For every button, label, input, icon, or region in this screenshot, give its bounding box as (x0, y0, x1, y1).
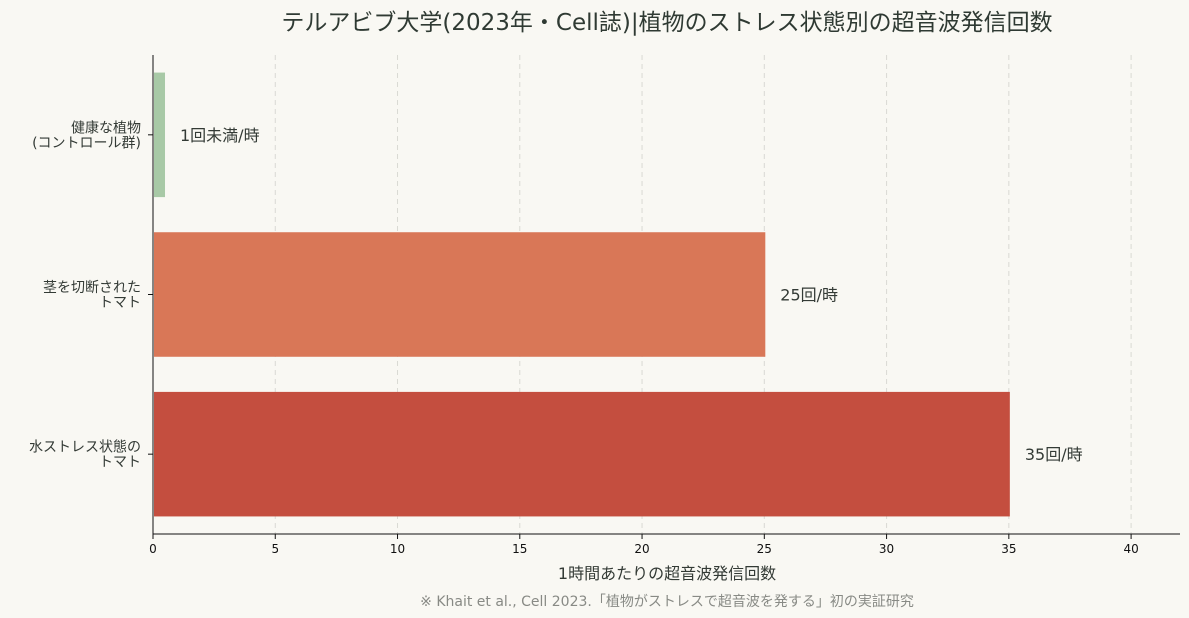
chart-title: テルアビブ大学(2023年・Cell誌)|植物のストレス状態別の超音波発信回数 (281, 10, 1052, 36)
data-label: 25回/時 (780, 286, 838, 305)
source-note: ※ Khait et al., Cell 2023.「植物がストレスで超音波を発… (420, 593, 914, 610)
category-label: トマト (99, 295, 141, 311)
axes (148, 55, 1180, 539)
x-tick-label: 0 (149, 542, 157, 556)
x-tick-labels: 0 5 10 15 20 25 30 35 40 (149, 542, 1139, 556)
x-tick-label: 25 (757, 542, 772, 556)
x-tick-label: 10 (390, 542, 405, 556)
bars (154, 72, 1010, 517)
category-label: 茎を切断された (43, 280, 141, 296)
bar (154, 232, 766, 357)
x-tick-label: 5 (271, 542, 279, 556)
x-tick-label: 20 (634, 542, 649, 556)
category-label: 健康な植物 (71, 119, 141, 136)
x-tick-label: 30 (879, 542, 894, 556)
x-tick-label: 15 (512, 542, 527, 556)
category-label: 水ストレス状態の (29, 440, 141, 456)
x-tick-label: 40 (1123, 542, 1138, 556)
category-label: (コントロール群) (32, 135, 141, 151)
data-label: 1回未満/時 (180, 126, 260, 145)
bar (154, 391, 1010, 517)
data-labels: 1回未満/時 25回/時 35回/時 (180, 126, 1083, 464)
category-label: トマト (99, 455, 141, 471)
data-label: 35回/時 (1025, 445, 1083, 464)
x-tick-label: 35 (1001, 542, 1016, 556)
bar (154, 72, 166, 198)
x-axis-label: 1時間あたりの超音波発信回数 (558, 564, 776, 583)
